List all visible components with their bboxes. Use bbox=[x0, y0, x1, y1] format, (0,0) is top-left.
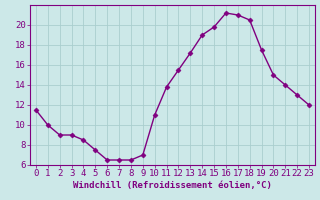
X-axis label: Windchill (Refroidissement éolien,°C): Windchill (Refroidissement éolien,°C) bbox=[73, 181, 272, 190]
